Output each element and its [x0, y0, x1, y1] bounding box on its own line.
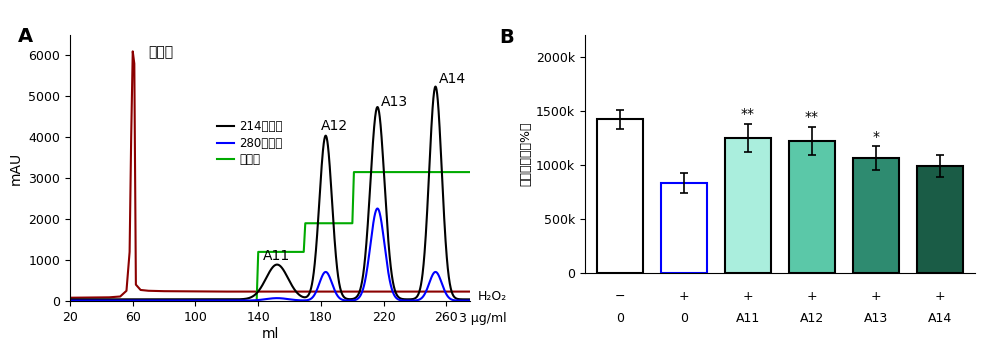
Text: **: **: [741, 107, 755, 121]
Text: B: B: [499, 28, 514, 47]
Text: 0: 0: [616, 312, 624, 325]
Bar: [725, 138, 771, 273]
Text: +: +: [871, 290, 881, 303]
Text: +: +: [807, 290, 817, 303]
Y-axis label: 细胞存活率（%）: 细胞存活率（%）: [519, 122, 532, 186]
Bar: [853, 158, 899, 273]
Text: 0: 0: [680, 312, 688, 325]
Bar: [917, 166, 963, 273]
Text: A13: A13: [864, 312, 888, 325]
Text: A12: A12: [800, 312, 824, 325]
Text: A: A: [18, 27, 33, 46]
Text: A13: A13: [381, 94, 408, 108]
X-axis label: ml: ml: [261, 327, 279, 341]
Text: +: +: [679, 290, 689, 303]
Text: +: +: [743, 290, 753, 303]
Bar: [597, 119, 643, 273]
Text: 3 μg/ml: 3 μg/ml: [459, 312, 507, 325]
Bar: [789, 141, 835, 273]
Y-axis label: mAU: mAU: [9, 152, 23, 184]
Text: +: +: [935, 290, 945, 303]
Text: **: **: [805, 110, 819, 124]
Text: A14: A14: [928, 312, 952, 325]
Text: A11: A11: [263, 249, 290, 263]
Text: −: −: [615, 290, 625, 303]
Text: A11: A11: [736, 312, 760, 325]
Bar: [661, 183, 707, 273]
Text: 电导性: 电导性: [148, 46, 174, 60]
Text: A12: A12: [321, 119, 348, 133]
Text: *: *: [872, 130, 879, 144]
Legend: 214吸光度, 280吸光度, 洗脱梯: 214吸光度, 280吸光度, 洗脱梯: [212, 116, 287, 171]
Text: A14: A14: [439, 72, 466, 86]
Text: H₂O₂: H₂O₂: [478, 290, 507, 303]
